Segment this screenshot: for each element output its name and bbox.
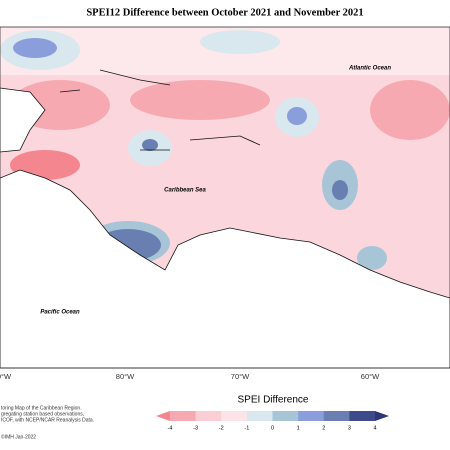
- ocean-labels: Atlantic Ocean Caribbean Sea Pacific Ocean: [40, 66, 391, 316]
- legend-tick-label: -2: [219, 425, 224, 431]
- ocean-label: Caribbean Sea: [164, 188, 206, 194]
- longitude-labels: 0°W 80°W 70°W 60°W: [0, 372, 380, 381]
- footer-text: gregating station based observations,: [1, 411, 84, 417]
- land: [0, 87, 46, 153]
- ocean-label: Atlantic Ocean: [348, 66, 391, 72]
- legend-tick-label: 2: [322, 425, 325, 431]
- legend-swatch: [195, 411, 222, 421]
- longitude-label: 80°W: [116, 372, 135, 381]
- legend-tick-label: -4: [168, 425, 173, 431]
- anomaly-blob: [142, 139, 158, 151]
- coastline: [59, 69, 261, 151]
- legend-tick-label: 0: [271, 425, 274, 431]
- legend-swatch: [323, 411, 350, 421]
- map-title: SPEI12 Difference between October 2021 a…: [86, 7, 363, 18]
- legend-arrow: [375, 411, 389, 421]
- legend-swatch: [349, 411, 376, 421]
- anomaly-blob: [13, 38, 57, 58]
- footer-text: toring Map of the Caribbean Region.: [1, 405, 82, 411]
- legend-swatch: [221, 411, 248, 421]
- longitude-label: 0°W: [0, 372, 12, 381]
- anomaly-blob: [370, 80, 450, 140]
- legend-tick-label: 4: [373, 425, 376, 431]
- legend-title: SPEI Difference: [238, 395, 309, 406]
- longitude-label: 60°W: [361, 372, 380, 381]
- anomaly-blob: [200, 30, 280, 54]
- map-frame: [0, 26, 450, 369]
- legend-swatch: [298, 411, 325, 421]
- legend-arrow: [156, 411, 170, 421]
- footer-text: ©IMH Jan-2022: [1, 433, 36, 440]
- anomaly-blob: [287, 107, 307, 125]
- legend: -4 -3 -2 -1 0 1 2 3 4: [156, 411, 389, 431]
- land: [0, 169, 450, 369]
- anomaly-blob: [357, 246, 387, 270]
- footer: toring Map of the Caribbean Region.grega…: [1, 405, 94, 440]
- anomaly-blob: [130, 80, 270, 120]
- ocean-label: Pacific Ocean: [40, 310, 80, 316]
- legend-tick-label: -3: [193, 425, 198, 431]
- legend-tick-label: -1: [244, 425, 249, 431]
- longitude-label: 70°W: [231, 372, 250, 381]
- legend-swatch: [272, 411, 299, 421]
- legend-tick-label: 1: [297, 425, 300, 431]
- anomaly-blob: [332, 180, 348, 200]
- map-area: [0, 26, 450, 369]
- footer-text: ICOF, with NCEP/NCAR Reanalysis Data.: [1, 417, 94, 423]
- legend-swatch: [170, 411, 196, 421]
- legend-swatch: [246, 411, 273, 421]
- legend-tick-label: 3: [348, 425, 351, 431]
